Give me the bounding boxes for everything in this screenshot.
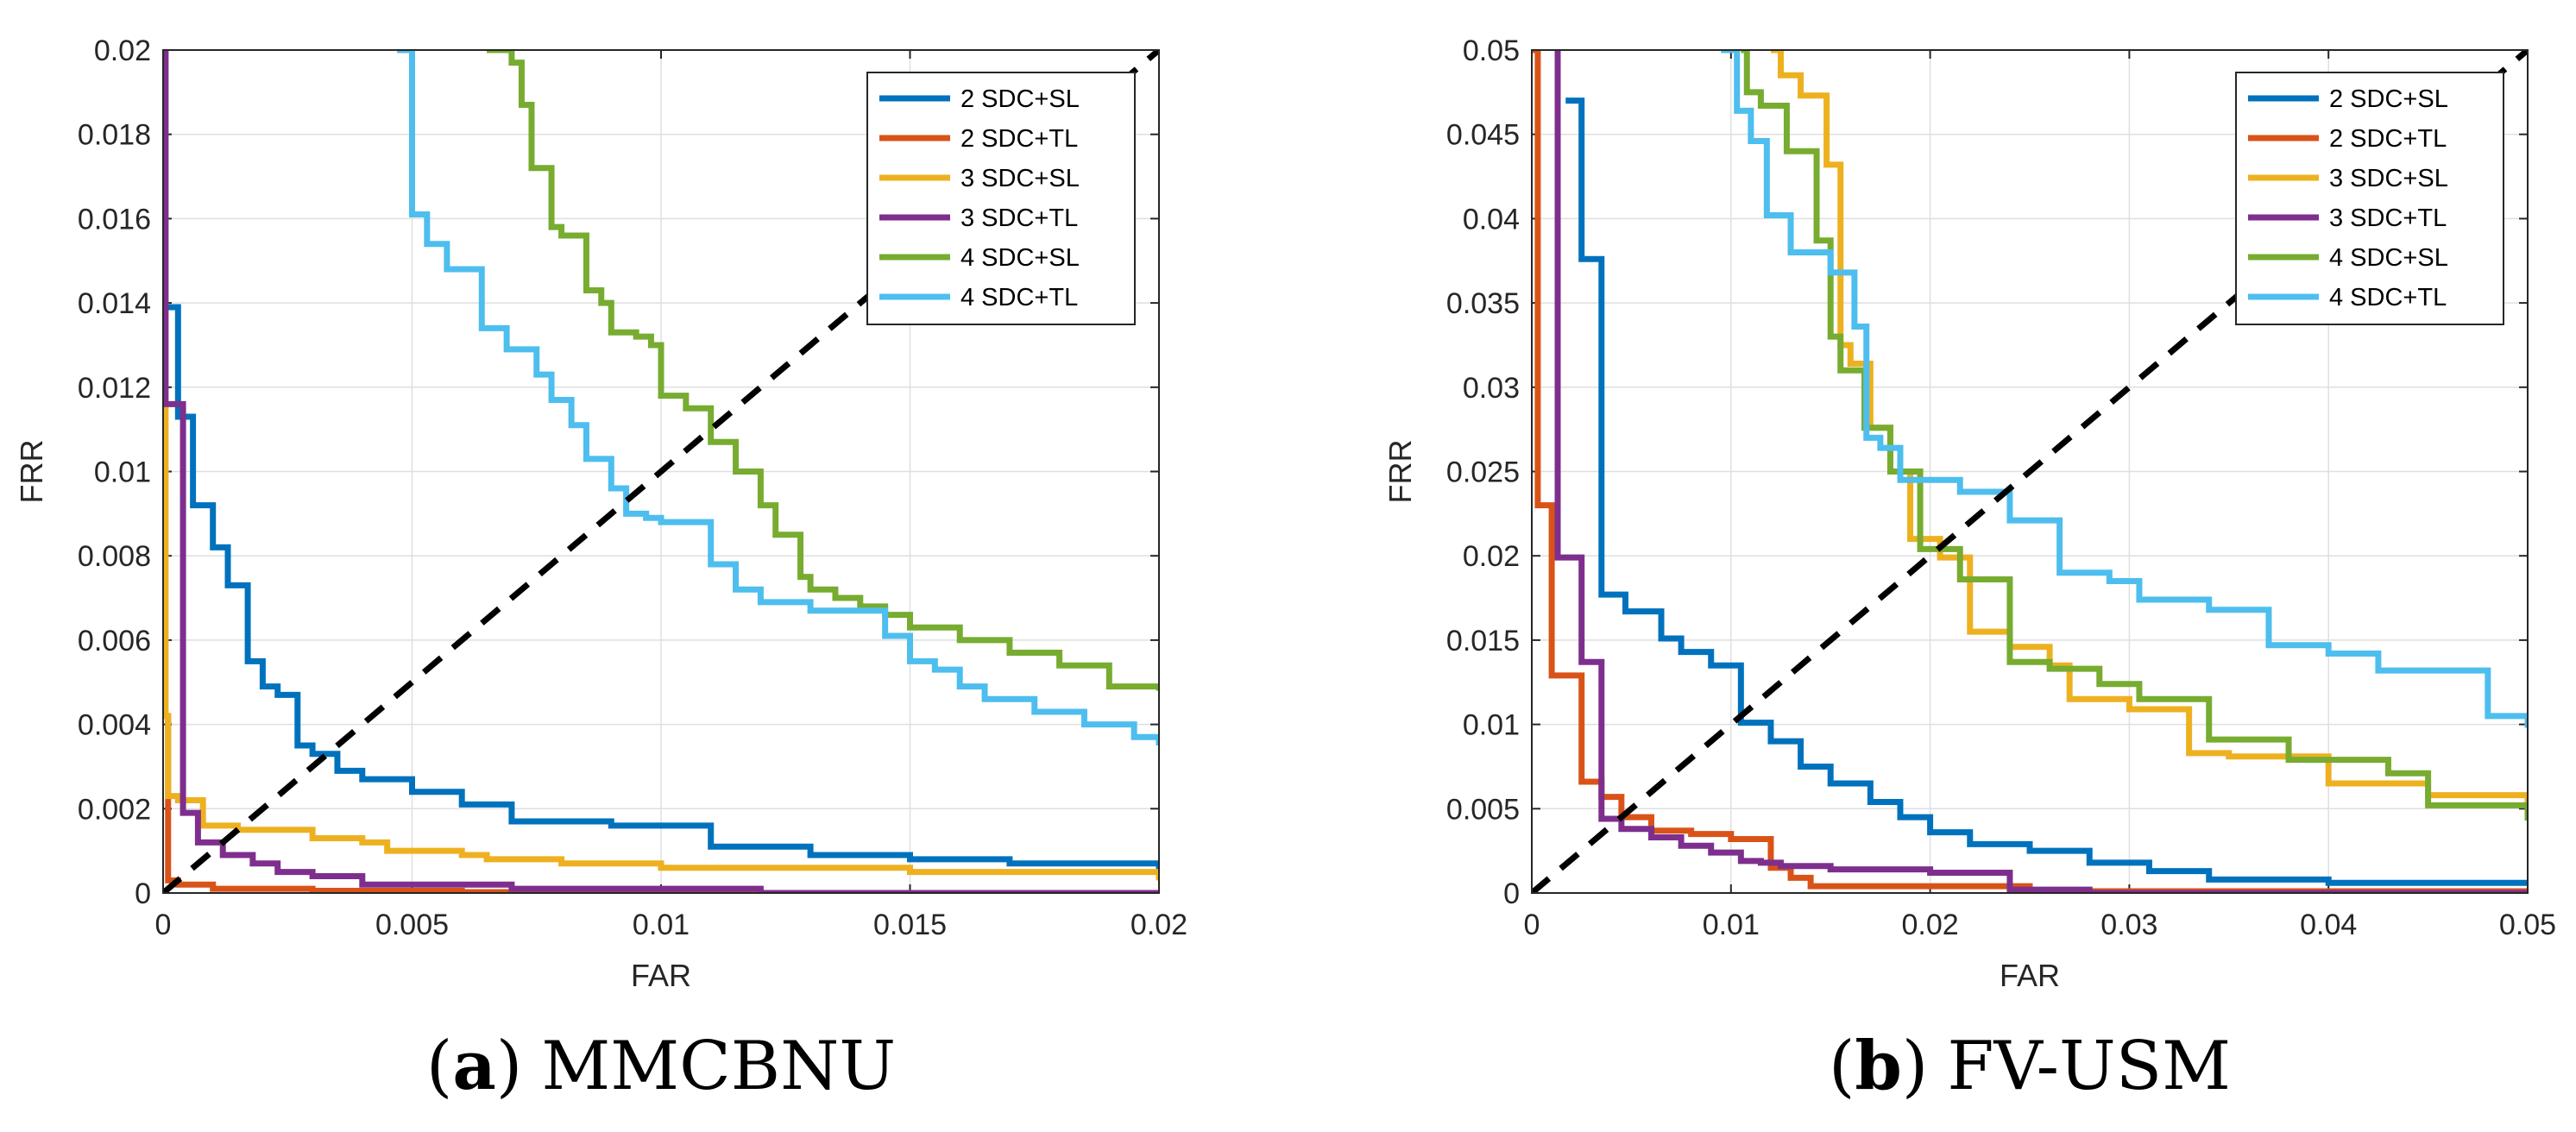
legend-label: 3 SDC+TL — [2329, 204, 2447, 232]
legend-label: 2 SDC+TL — [2329, 125, 2447, 153]
y-tick-label: 0.006 — [78, 625, 151, 657]
caption-paren-open: ( — [426, 1028, 452, 1105]
x-tick-label: 0.05 — [2499, 909, 2556, 941]
y-tick-label: 0.002 — [78, 793, 151, 826]
legend-label: 2 SDC+SL — [2329, 85, 2448, 113]
eer-reference-line — [163, 50, 1159, 893]
y-tick-label: 0.018 — [78, 119, 151, 152]
y-tick-label: 0.01 — [1463, 709, 1520, 742]
legend-label: 2 SDC+SL — [960, 85, 1080, 113]
caption-letter: b — [1855, 1027, 1902, 1105]
y-axis-label: FRR — [1382, 440, 1418, 504]
y-tick-label: 0.025 — [1446, 456, 1520, 489]
legend: 2 SDC+SL 2 SDC+TL 3 SDC+SL 3 SDC+TL 4 SDC+SL… — [2235, 72, 2504, 325]
legend-label: 3 SDC+SL — [2329, 165, 2448, 192]
series-group — [1532, 50, 2528, 893]
chart-panel-fv-usm: 0 0.01 0.02 0.03 0.04 0.05 0 0.005 0.01 0.015 0.02… — [1382, 35, 2556, 1105]
y-tick-label: 0.02 — [1463, 540, 1520, 573]
y-tick-label: 0.04 — [1463, 203, 1520, 236]
caption-letter: a — [452, 1027, 496, 1105]
series-line-4-sdc-tl — [1721, 50, 2528, 728]
legend-label: 4 SDC+TL — [960, 284, 1078, 311]
legend-label: 3 SDC+TL — [960, 204, 1078, 232]
axes-frame — [162, 49, 1160, 894]
x-tick-label: 0.02 — [1902, 909, 1959, 941]
legend-label: 4 SDC+SL — [960, 244, 1080, 272]
legend-label: 4 SDC+TL — [2329, 284, 2447, 311]
x-tick-label: 0.005 — [375, 909, 449, 941]
series-line-2-sdc-sl — [1565, 97, 2528, 886]
caption-paren-open: ( — [1829, 1028, 1855, 1105]
x-axis-label: FAR — [2000, 958, 2060, 993]
legend-box — [866, 72, 1136, 325]
series-line-2-sdc-sl — [163, 304, 1159, 877]
x-tick-label: 0 — [1524, 909, 1540, 941]
legend-label: 3 SDC+SL — [960, 165, 1080, 192]
y-tick-label: 0.02 — [94, 35, 151, 67]
y-tick-label: 0.045 — [1446, 119, 1520, 152]
y-tick-label: 0.014 — [78, 287, 151, 320]
y-tick-label: 0.05 — [1463, 35, 1520, 67]
legend-box — [2235, 72, 2504, 325]
y-tick-label: 0.016 — [78, 203, 151, 236]
y-tick-label: 0.012 — [78, 372, 151, 405]
x-axis-label: FAR — [631, 958, 691, 993]
series-line-4-sdc-sl — [487, 50, 1159, 691]
eer-reference-line — [1532, 50, 2528, 893]
x-tick-label: 0 — [155, 909, 172, 941]
x-tick-label: 0.01 — [633, 909, 690, 941]
y-tick-label: 0.015 — [1446, 625, 1520, 657]
series-line-4-sdc-sl — [1741, 50, 2528, 821]
chart-panel-mmcbnu: 0 0.005 0.01 0.015 0.02 0 0.002 0.004 0.006 0.008… — [14, 35, 1187, 1105]
caption-paren-close: ) — [1902, 1028, 1928, 1105]
series-line-4-sdc-tl — [397, 50, 1159, 746]
x-tick-label: 0.03 — [2100, 909, 2157, 941]
series-line-3-sdc-sl — [1770, 50, 2528, 806]
caption-paren-close: ) — [496, 1028, 522, 1105]
panel-caption: (b) FV-USM — [1829, 1027, 2231, 1105]
legend: 2 SDC+SL 2 SDC+TL 3 SDC+SL 3 SDC+TL 4 SDC+SL… — [866, 72, 1136, 325]
y-tick-label: 0 — [1503, 877, 1520, 910]
legend-label: 2 SDC+TL — [960, 125, 1078, 153]
caption-dataset-name: FV-USM — [1947, 1028, 2231, 1105]
y-tick-label: 0.005 — [1446, 793, 1520, 826]
axes-frame — [1531, 49, 2529, 894]
y-tick-label: 0.01 — [94, 456, 151, 489]
y-tick-label: 0 — [135, 877, 151, 910]
caption-dataset-name: MMCBNU — [541, 1028, 896, 1105]
series-line-3-sdc-tl — [163, 50, 1159, 893]
y-tick-label: 0.004 — [78, 709, 151, 742]
series-line-3-sdc-sl — [163, 405, 1159, 881]
x-tick-label: 0.04 — [2300, 909, 2357, 941]
y-tick-label: 0.035 — [1446, 287, 1520, 320]
series-line-3-sdc-tl — [1554, 50, 2528, 893]
x-tick-label: 0.015 — [873, 909, 947, 941]
x-tick-label: 0.01 — [1703, 909, 1760, 941]
x-tick-label: 0.02 — [1131, 909, 1187, 941]
y-tick-label: 0.03 — [1463, 372, 1520, 405]
series-line-2-sdc-tl — [1532, 50, 2528, 893]
panel-caption: (a) MMCBNU — [426, 1027, 896, 1105]
y-axis-label: FRR — [14, 440, 49, 504]
y-tick-label: 0.008 — [78, 540, 151, 573]
series-group — [163, 50, 1159, 893]
legend-label: 4 SDC+SL — [2329, 244, 2448, 272]
